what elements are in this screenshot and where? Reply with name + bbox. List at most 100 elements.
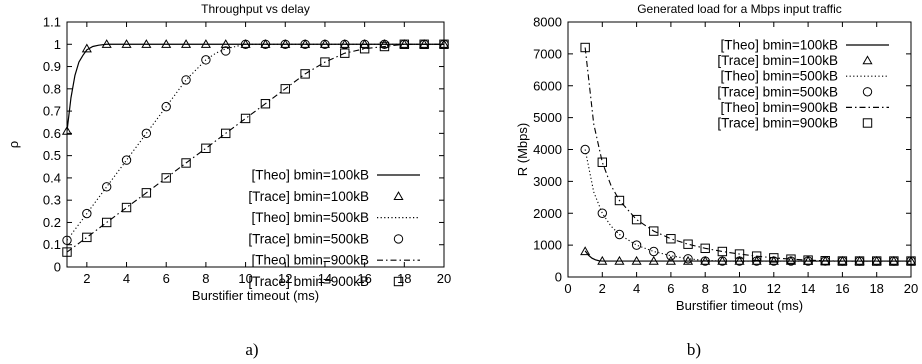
data-point: [121, 202, 132, 213]
y-axis-label: ρ: [6, 141, 21, 148]
x-tick-label: 6: [163, 271, 170, 286]
data-point: [837, 256, 848, 266]
x-tick-label: 8: [202, 271, 209, 286]
x-tick-label: 12: [767, 281, 781, 296]
data-point: [631, 255, 642, 265]
data-point: [141, 128, 152, 139]
data-point: [439, 39, 449, 49]
series-line: [584, 149, 911, 262]
x-tick-label: 4: [123, 271, 130, 286]
plot-frame: [66, 21, 445, 268]
data-point: [803, 255, 813, 265]
data-point: [580, 246, 591, 256]
data-point: [319, 39, 331, 48]
data-point: [854, 255, 865, 265]
x-tick-label: 18: [869, 281, 883, 296]
data-point: [260, 39, 271, 49]
data-point: [614, 229, 625, 240]
legend-label: [Theo] bmin=900kB: [252, 253, 369, 268]
x-axis-label: Burstifier timeout (ms): [676, 298, 803, 313]
data-point: [717, 256, 728, 266]
data-point: [597, 255, 608, 265]
data-point: [614, 255, 625, 265]
y-tick-label: 1000: [533, 238, 562, 253]
data-point: [340, 48, 350, 58]
caption-b: b): [687, 340, 701, 359]
data-point: [141, 39, 152, 48]
data-point: [240, 39, 251, 49]
data-point: [580, 144, 590, 155]
data-point: [734, 249, 745, 259]
data-point: [82, 232, 92, 243]
data-point: [141, 188, 152, 198]
y-tick-label: 0.7: [43, 104, 61, 119]
y-tick-label: 5000: [533, 110, 562, 125]
data-point: [665, 255, 676, 265]
data-point: [648, 255, 659, 265]
x-tick-label: 8: [702, 281, 709, 296]
data-point: [359, 39, 370, 48]
data-point: [399, 39, 410, 48]
chart-title: Throughput vs delay: [201, 2, 310, 16]
data-point: [700, 255, 711, 265]
y-tick-label: 0.8: [43, 81, 61, 96]
data-point: [580, 42, 590, 53]
data-point: [320, 57, 330, 67]
legend-label: [Trace] bmin=900kB: [248, 274, 369, 289]
y-tick-label: 0.1: [43, 237, 61, 252]
y-tick-label: 8000: [533, 15, 562, 30]
x-tick-label: 16: [835, 281, 849, 296]
data-point: [683, 239, 693, 249]
data-point: [200, 39, 211, 48]
data-point: [201, 143, 211, 153]
data-point: [320, 39, 330, 49]
x-tick-label: 20: [904, 281, 918, 296]
y-tick-label: 3000: [533, 174, 562, 189]
legend-marker-sample: [393, 276, 404, 287]
series-line: [584, 250, 911, 262]
legend-label: [Theo] bmin=100kB: [721, 38, 838, 53]
data-point: [101, 182, 112, 192]
data-point: [631, 214, 642, 225]
x-tick-label: 20: [437, 271, 451, 286]
x-axis-label: Burstifier timeout (ms): [192, 288, 319, 303]
x-tick-label: 6: [667, 281, 674, 296]
data-point: [906, 256, 916, 266]
data-point: [854, 256, 865, 266]
legend-label: [Theo] bmin=900kB: [721, 100, 838, 115]
data-point: [768, 255, 779, 265]
y-tick-label: 0.9: [43, 59, 61, 74]
data-point: [682, 255, 694, 265]
data-point: [300, 69, 310, 79]
data-point: [81, 43, 92, 53]
data-point: [180, 39, 192, 48]
data-point: [700, 243, 710, 254]
legend-label: [Trace] bmin=500kB: [248, 231, 369, 246]
data-point: [359, 44, 370, 54]
x-tick-label: 14: [801, 281, 815, 296]
y-tick-label: 7000: [533, 46, 562, 61]
data-point: [161, 101, 171, 112]
data-point: [700, 256, 710, 266]
data-point: [221, 128, 231, 139]
legend-label: [Theo] bmin=500kB: [721, 69, 838, 84]
x-tick-label: 12: [278, 271, 292, 286]
caption-a: a): [245, 340, 258, 359]
data-point: [340, 39, 350, 49]
data-point: [683, 254, 693, 264]
data-point: [379, 41, 390, 52]
data-point: [419, 39, 429, 49]
legend: [Theo] bmin=100kB[Trace] bmin=100kB[Theo…: [717, 38, 889, 131]
data-point: [161, 39, 172, 48]
data-point: [201, 55, 211, 65]
data-point: [101, 39, 112, 48]
y-axis-label: R (Mbps): [515, 123, 530, 176]
data-point: [872, 256, 882, 266]
data-point: [280, 39, 291, 48]
data-point: [717, 255, 728, 265]
data-point: [734, 256, 745, 266]
data-point: [666, 251, 676, 261]
y-tick-label: 0.5: [43, 148, 61, 163]
data-point: [221, 46, 231, 56]
